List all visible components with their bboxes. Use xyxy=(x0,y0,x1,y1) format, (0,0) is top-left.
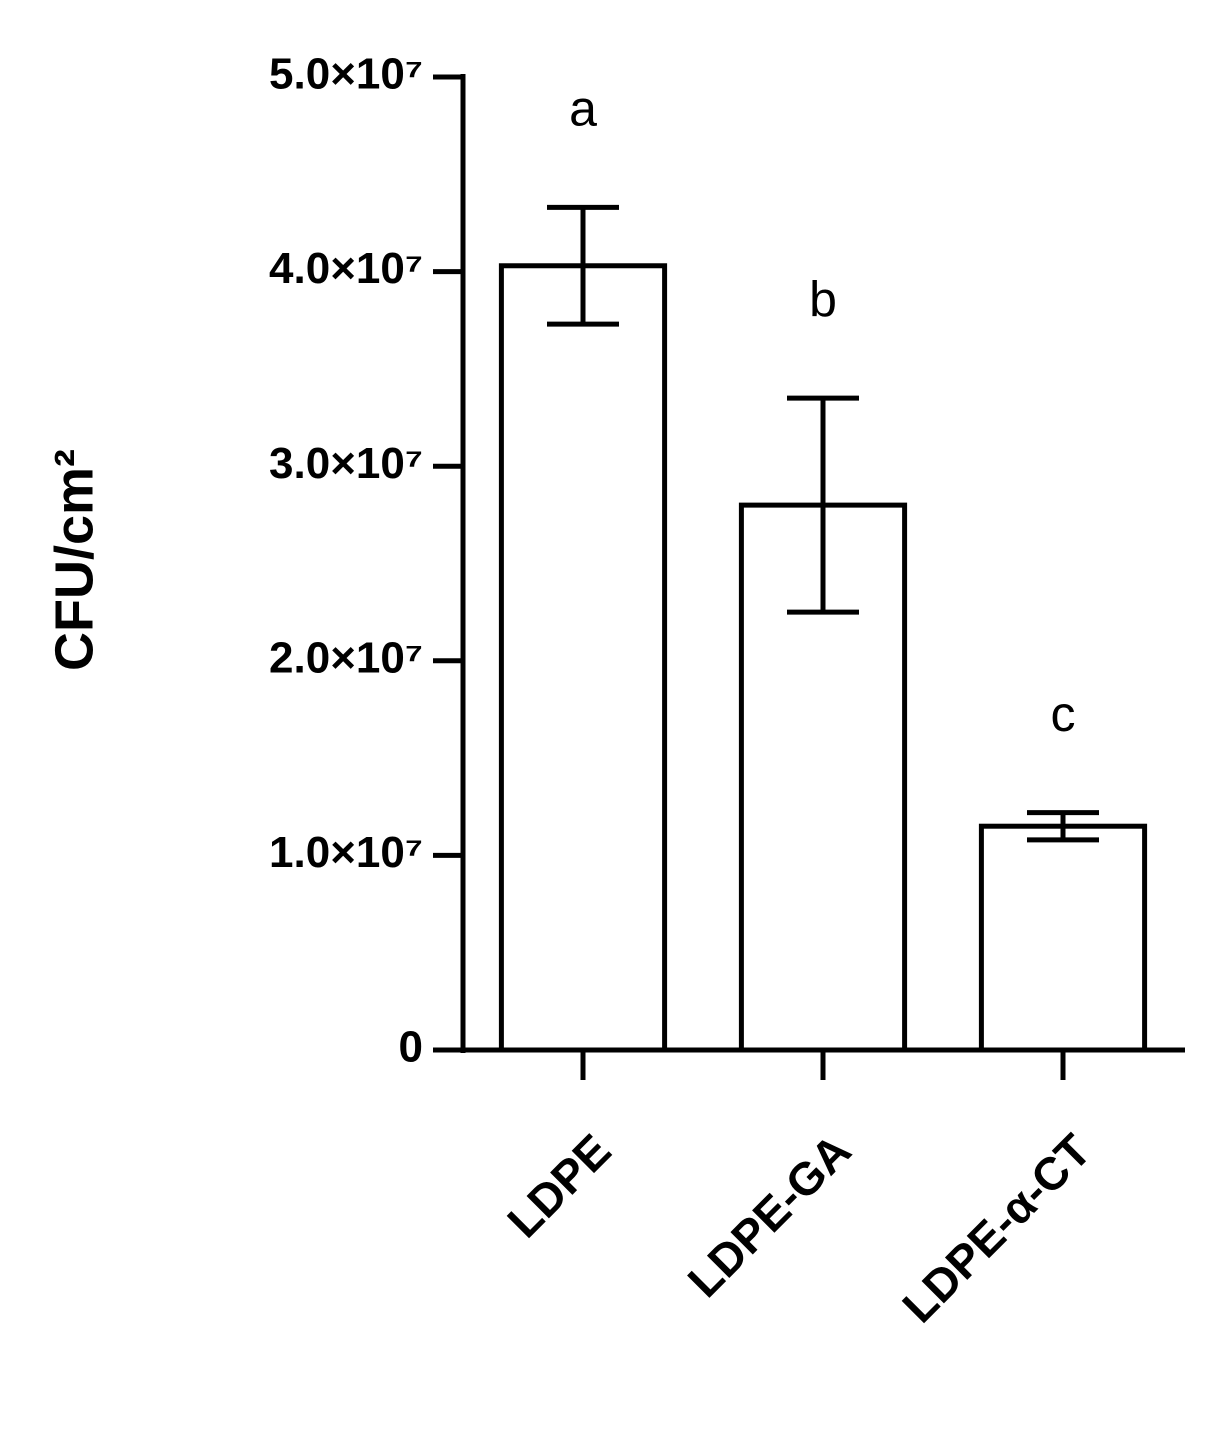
significance-letter: a xyxy=(569,81,597,137)
x-tick-label: LDPE xyxy=(497,1124,621,1248)
significance-letter: b xyxy=(809,271,837,327)
y-tick-label: 2.0×10⁷ xyxy=(269,633,423,682)
error-bar xyxy=(787,395,859,615)
y-tick-label: 1.0×10⁷ xyxy=(269,828,423,877)
bar xyxy=(498,263,668,1053)
error-bar xyxy=(547,204,619,327)
y-tick-label: 4.0×10⁷ xyxy=(269,244,423,293)
x-tick-label: LDPE-GA xyxy=(678,1124,861,1307)
y-axis-label: CFU/cm² xyxy=(44,449,104,671)
x-tick-label: LDPE-α-CT xyxy=(892,1124,1101,1333)
bar xyxy=(978,823,1148,1053)
significance-letter: c xyxy=(1051,686,1076,742)
y-tick-label: 5.0×10⁷ xyxy=(269,50,423,99)
y-tick-label: 0 xyxy=(399,1023,423,1072)
y-tick-label: 3.0×10⁷ xyxy=(269,439,423,488)
error-bar xyxy=(1027,810,1099,843)
